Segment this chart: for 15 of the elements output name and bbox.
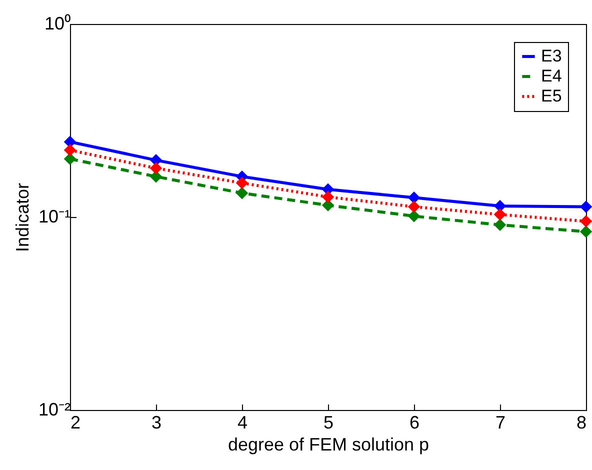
x-tick-label: 8 — [576, 412, 586, 432]
y-tick-label: 10⁻¹ — [38, 206, 71, 226]
legend-label: E3 — [541, 46, 562, 66]
x-tick-label: 6 — [409, 412, 420, 432]
legend-label: E5 — [541, 86, 562, 106]
x-tick-label: 4 — [237, 412, 248, 432]
x-axis-title: degree of FEM solution p — [228, 434, 430, 454]
x-tick-label: 7 — [495, 412, 506, 432]
y-tick-label: 10⁻² — [38, 400, 71, 420]
x-tick-label: 5 — [323, 412, 334, 432]
x-tick-label: 2 — [70, 412, 81, 432]
y-tick-label: 10⁰ — [44, 14, 70, 34]
legend-label: E4 — [541, 66, 562, 86]
x-tick-label: 3 — [151, 412, 162, 432]
y-axis-title: Indicator — [12, 182, 32, 252]
